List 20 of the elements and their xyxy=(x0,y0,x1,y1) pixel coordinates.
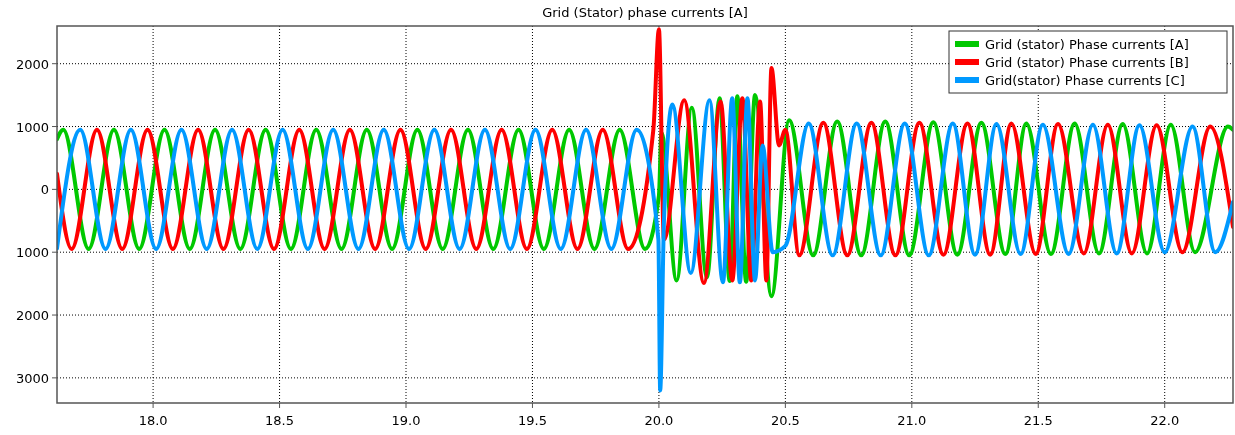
y-tick-label: 1000 xyxy=(15,119,49,135)
y-tick-label: 2000 xyxy=(15,308,49,324)
x-tick-label: 19.0 xyxy=(391,413,421,428)
legend-label: Grid(stator) Phase currents [C] xyxy=(985,73,1185,88)
x-tick-label: 21.5 xyxy=(1023,413,1053,428)
x-tick-label: 18.5 xyxy=(265,413,295,428)
chart-title: Grid (Stator) phase currents [A] xyxy=(542,5,748,20)
x-tick-label: 20.0 xyxy=(644,413,674,428)
y-tick-label: 0 xyxy=(40,182,49,198)
y-tick-label: 1000 xyxy=(15,245,49,261)
x-tick-label: 21.0 xyxy=(897,413,927,428)
x-tick-label: 20.5 xyxy=(770,413,800,428)
y-tick-label: 2000 xyxy=(15,56,49,72)
legend-label: Grid (stator) Phase currents [A] xyxy=(985,37,1189,52)
x-tick-label: 19.5 xyxy=(517,413,547,428)
line-series xyxy=(57,96,1233,393)
y-tick-label: 3000 xyxy=(15,370,49,386)
legend-label: Grid (stator) Phase currents [B] xyxy=(985,55,1189,70)
x-tick-label: 22.0 xyxy=(1150,413,1180,428)
x-tick-label: 18.0 xyxy=(138,413,168,428)
